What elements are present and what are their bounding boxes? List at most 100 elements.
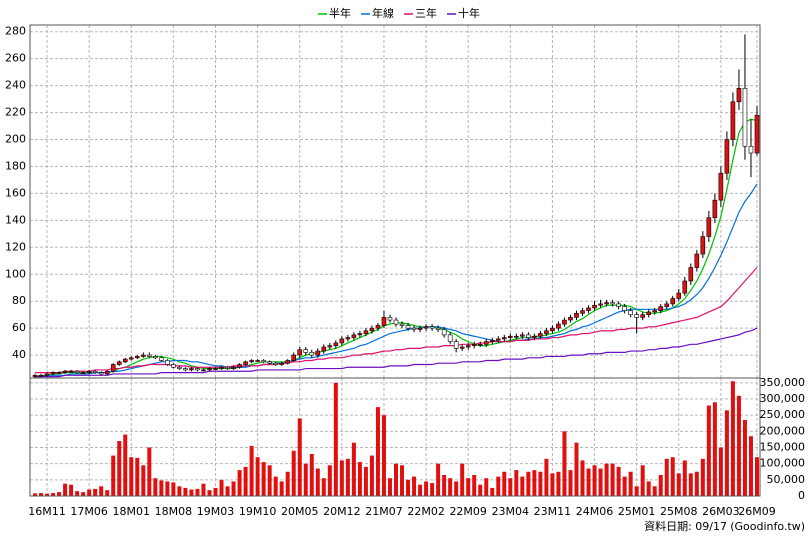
volume-bar: [670, 457, 675, 496]
candle-body: [261, 360, 266, 363]
volume-bar: [532, 470, 537, 496]
candle-body: [309, 352, 315, 356]
volume-bar: [520, 476, 525, 496]
candle-body: [730, 101, 736, 140]
x-tick-label: 17M06: [70, 505, 108, 518]
x-tick-label: 20M05: [281, 505, 319, 518]
candle-body: [213, 368, 218, 370]
candle-body: [116, 361, 122, 365]
candle-body: [38, 375, 44, 377]
y2-tick-label: 0: [798, 489, 805, 502]
volume-bar: [81, 492, 86, 496]
volume-bar: [640, 465, 645, 496]
candle-body: [718, 172, 724, 201]
volume-bar: [412, 476, 417, 496]
legend-label: 十年: [458, 6, 480, 20]
candle-body: [652, 310, 658, 313]
volume-bar: [508, 478, 513, 496]
candle-body: [321, 346, 327, 352]
source: (Goodinfo.tw): [730, 520, 805, 533]
candle-body: [231, 366, 236, 369]
volume-bar: [658, 474, 663, 496]
volume-bar: [580, 460, 585, 496]
x-tick-label: 16M11: [28, 505, 66, 518]
candle-body: [634, 314, 639, 318]
candle-body: [495, 338, 501, 341]
candle-body: [429, 326, 435, 329]
y-tick-label: 220: [5, 106, 26, 119]
candle-body: [610, 302, 615, 305]
volume-bar: [634, 486, 639, 496]
volume-bar: [562, 431, 567, 496]
y-tick-label: 260: [5, 52, 26, 65]
candle-body: [128, 357, 134, 360]
y-tick-label: 180: [5, 159, 26, 172]
volume-bar: [267, 465, 272, 496]
candle-body: [315, 350, 321, 356]
candle-body: [508, 335, 513, 338]
candle-body: [694, 253, 700, 268]
x-tick-label: 25M08: [660, 505, 698, 518]
candle-body: [285, 360, 291, 364]
candle-body: [207, 368, 212, 371]
candle-body: [514, 335, 519, 338]
candle-body: [435, 327, 441, 330]
candle-body: [453, 341, 459, 349]
volume-bar: [333, 382, 338, 496]
candle-body: [670, 298, 676, 305]
volume-bar: [400, 465, 405, 496]
volume-bar: [189, 489, 194, 496]
candle-body: [574, 313, 579, 318]
x-tick-label: 23M04: [492, 505, 530, 518]
candle-body: [62, 370, 68, 373]
volume-bar: [117, 441, 122, 496]
volume-bar: [153, 478, 158, 496]
candle-body: [345, 337, 351, 340]
candle-body: [279, 362, 284, 365]
y-tick-label: 60: [12, 321, 26, 334]
candle-body: [604, 302, 609, 305]
candle-body: [748, 145, 754, 154]
y-tick-label: 140: [5, 213, 26, 226]
volume-bar: [664, 458, 669, 496]
volume-bar: [141, 465, 146, 496]
candle-body: [267, 361, 272, 364]
x-tick-label: 19M10: [239, 505, 277, 518]
volume-bar: [406, 479, 411, 496]
volume-bar: [105, 490, 110, 496]
volume-bar: [261, 462, 266, 496]
candle-body: [177, 366, 182, 369]
candle-body: [80, 372, 86, 374]
candle-body: [532, 335, 537, 338]
volume-bar: [538, 471, 543, 496]
candle-body: [411, 327, 417, 330]
candle-body: [333, 342, 339, 346]
candle-body: [219, 366, 224, 369]
volume-bar: [75, 491, 80, 496]
candle-body: [423, 326, 429, 329]
candle-body: [399, 323, 405, 326]
x-tick-label: 24M06: [576, 505, 614, 518]
legend-label: 半年: [329, 6, 351, 20]
candle-body: [538, 333, 543, 337]
volume-bar: [484, 478, 489, 496]
volume-bar: [490, 487, 495, 496]
candle-body: [724, 139, 730, 174]
candle-body: [225, 366, 230, 369]
candle-body: [664, 303, 670, 307]
x-tick-label: 22M02: [407, 505, 445, 518]
candle-body: [134, 356, 140, 359]
volume-bar: [111, 455, 116, 496]
y-tick-label: 120: [5, 240, 26, 253]
candle-body: [754, 114, 760, 154]
candle-body: [291, 354, 297, 361]
x-tick-label: 25M01: [618, 505, 656, 518]
y-tick-label: 200: [5, 133, 26, 146]
volume-bar: [646, 481, 651, 496]
candle-body: [183, 368, 188, 371]
volume-bar: [430, 483, 435, 496]
volume-bar: [123, 434, 128, 496]
volume-bar: [460, 463, 465, 496]
x-tick-label: 18M08: [155, 505, 193, 518]
volume-bar: [183, 487, 188, 496]
